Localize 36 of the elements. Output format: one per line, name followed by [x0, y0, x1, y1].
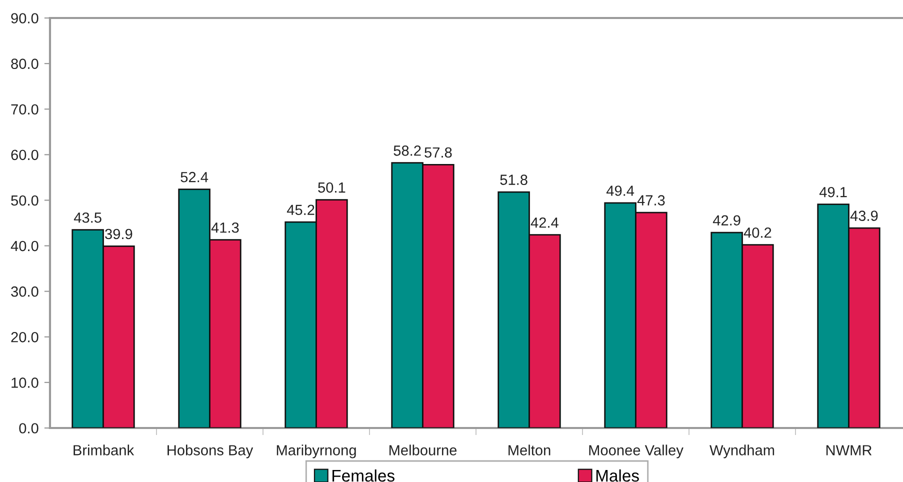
y-tick-label: 60.0 [11, 150, 38, 160]
y-tick-label: 30.0 [11, 286, 38, 297]
data-label: 42.9 [712, 215, 740, 226]
data-label: 57.8 [424, 147, 452, 158]
x-tick-label: Wyndham [710, 444, 774, 458]
y-tick-label: 90.0 [11, 13, 38, 24]
y-tick-label: 80.0 [11, 58, 38, 69]
x-tick-label: Brimbank [74, 444, 134, 456]
data-label: 43.5 [74, 212, 102, 223]
data-label: 43.9 [850, 210, 878, 221]
data-label: 49.1 [819, 186, 847, 198]
data-label: 50.1 [318, 182, 346, 193]
x-tick-label: Moonee Valley [589, 444, 684, 458]
x-tick-label: Maribyrnong [276, 444, 356, 458]
y-tick-label: 20.0 [11, 332, 38, 342]
legend-label: Females [332, 469, 394, 482]
y-tick-label: 70.0 [11, 104, 38, 115]
data-label: 47.3 [637, 195, 665, 206]
data-label: 41.3 [211, 222, 239, 233]
data-label: 49.4 [606, 186, 634, 196]
x-tick-label: Melton [508, 444, 550, 456]
data-label: 51.8 [500, 174, 528, 185]
x-tick-label: NWMR [826, 445, 872, 456]
data-label: 39.9 [105, 228, 132, 240]
data-label: 52.4 [180, 172, 208, 182]
legend-label: Males [596, 469, 639, 482]
data-label: 58.2 [394, 145, 421, 156]
data-label: 45.2 [286, 204, 314, 216]
x-tick-label: Hobsons Bay [168, 444, 254, 458]
y-tick-label: 0.0 [19, 423, 38, 434]
y-tick-label: 10.0 [12, 378, 38, 388]
y-tick-label: 40.0 [10, 240, 38, 252]
data-label: 40.2 [744, 227, 772, 238]
data-label: 42.4 [530, 217, 558, 228]
x-tick-label: Melbourne [389, 444, 457, 456]
y-tick-label: 50.0 [11, 195, 38, 206]
